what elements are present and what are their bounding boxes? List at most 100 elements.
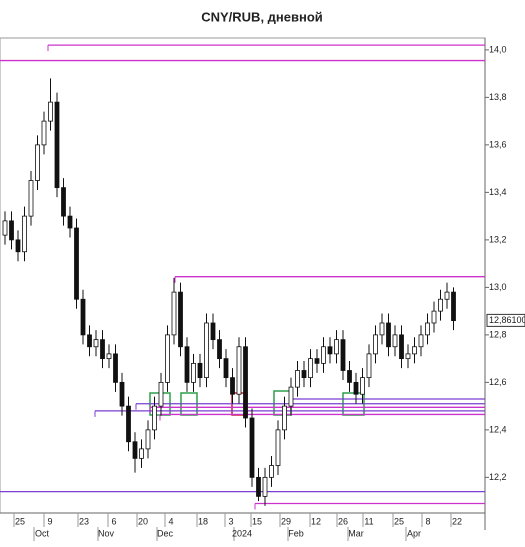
- candle-body: [178, 291, 183, 348]
- candle-body: [61, 187, 66, 217]
- candle-body: [236, 346, 242, 395]
- candle-body: [165, 334, 170, 383]
- x-tick-label: 12: [311, 516, 321, 526]
- x-tick-label: 15: [252, 516, 262, 526]
- x-month-label: Apr: [407, 528, 421, 538]
- candle-body: [314, 358, 320, 364]
- candle-body: [48, 101, 53, 122]
- x-month-label: 2024: [232, 528, 252, 538]
- y-tick-label: 12,6: [489, 377, 507, 387]
- y-tick-label: 12,8: [489, 329, 507, 339]
- candle-body: [399, 334, 404, 360]
- candle-body: [340, 339, 346, 371]
- candle-body: [80, 298, 86, 336]
- candle-body: [87, 334, 92, 348]
- candle-body: [301, 370, 307, 379]
- y-tick-label: 13,0: [489, 282, 507, 292]
- candle-body: [275, 429, 281, 466]
- candle-body: [41, 120, 47, 146]
- x-month-label: Oct: [35, 528, 50, 538]
- x-month-label: Dec: [157, 528, 174, 538]
- y-tick-label: 13,8: [489, 92, 507, 102]
- candle-body: [327, 346, 333, 355]
- x-tick-label: 11: [364, 516, 373, 526]
- y-tick-label: 12,2: [489, 472, 507, 482]
- x-month-label: Nov: [98, 528, 115, 538]
- candle-body: [119, 381, 125, 407]
- candle-body: [321, 346, 326, 364]
- candle-body: [113, 353, 118, 383]
- candle-body: [204, 322, 209, 379]
- candle-body: [139, 448, 144, 459]
- candle-body: [191, 362, 196, 383]
- candle-body: [230, 377, 235, 395]
- y-tick-label: 12,4: [489, 424, 507, 434]
- x-tick-label: 20: [138, 516, 148, 526]
- x-tick-label: 25: [15, 516, 25, 526]
- chart-title: CNY/RUB, дневной: [201, 9, 323, 24]
- candle-body: [425, 322, 430, 336]
- candle-body: [171, 291, 177, 336]
- x-tick-label: 25: [394, 516, 404, 526]
- candle-body: [28, 180, 34, 217]
- candle-body: [269, 465, 274, 478]
- x-tick-label: 3: [228, 516, 233, 526]
- y-tick-label: 13,6: [489, 139, 507, 149]
- candle-body: [132, 441, 138, 459]
- x-tick-label: 23: [79, 516, 89, 526]
- candle-body: [184, 346, 190, 383]
- candle-body: [373, 334, 378, 355]
- last-price-box: [486, 313, 525, 327]
- candle-body: [256, 476, 261, 497]
- candle-body: [210, 322, 216, 341]
- candle-body: [217, 339, 222, 360]
- candle-body: [360, 377, 365, 395]
- x-tick-label: 18: [198, 516, 208, 526]
- candle-body: [334, 339, 339, 355]
- candle-body: [9, 220, 14, 241]
- candle-body: [308, 358, 313, 379]
- x-tick-label: 8: [425, 516, 430, 526]
- x-tick-label: 26: [338, 516, 348, 526]
- candle-body: [392, 334, 398, 348]
- candle-body: [74, 227, 79, 300]
- x-tick-label: 4: [168, 516, 173, 526]
- plot-frame: [0, 37, 486, 514]
- candle-body: [249, 417, 255, 478]
- candle-body: [438, 298, 443, 312]
- candle-body: [451, 291, 456, 322]
- y-tick-label: 13,2: [489, 234, 507, 244]
- last-price-label: 12,86100: [489, 315, 525, 325]
- candle-body: [243, 346, 248, 419]
- candle-body: [2, 220, 8, 236]
- candle-body: [431, 310, 437, 324]
- candle-body: [67, 215, 73, 229]
- candle-body: [223, 358, 229, 379]
- candle-body: [15, 239, 21, 253]
- candle-body: [262, 476, 268, 497]
- candle-body: [54, 101, 60, 189]
- x-tick-label: 6: [111, 516, 116, 526]
- candle-body: [145, 429, 151, 450]
- candle-body: [282, 405, 287, 431]
- candle-body: [197, 362, 203, 379]
- candle-body: [379, 322, 385, 336]
- candle-body: [347, 370, 352, 383]
- candle-body: [93, 339, 99, 348]
- candle-body: [126, 405, 131, 443]
- candle-body: [405, 353, 411, 360]
- candle-body: [35, 144, 40, 181]
- candle-body: [444, 291, 450, 300]
- y-tick-label: 13,4: [489, 187, 507, 197]
- x-tick-label: 9: [47, 516, 52, 526]
- candle-body: [418, 334, 424, 348]
- x-month-label: Feb: [288, 528, 304, 538]
- candle-body: [412, 346, 417, 355]
- candle-body: [106, 353, 112, 360]
- candle-body: [100, 339, 105, 360]
- y-tick-label: 14,0: [489, 44, 507, 54]
- x-tick-label: 22: [452, 516, 462, 526]
- candle-body: [295, 370, 300, 388]
- candle-body: [353, 381, 359, 395]
